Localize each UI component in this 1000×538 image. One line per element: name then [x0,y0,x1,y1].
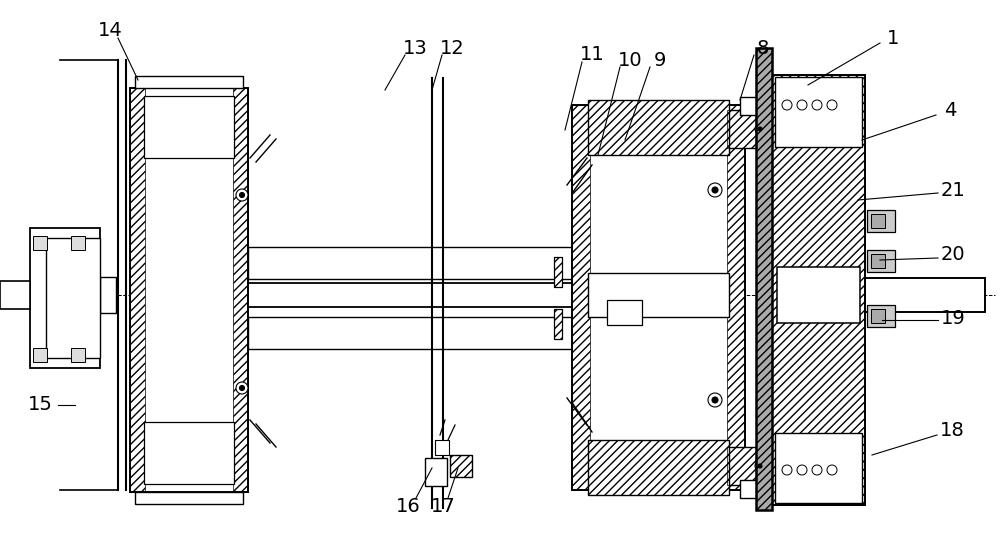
Bar [727,110,756,148]
Circle shape [240,193,244,197]
Bar [30,228,100,368]
Bar [727,447,756,485]
Bar [727,110,756,148]
Bar [100,277,116,313]
Text: 10: 10 [618,51,642,69]
Bar [865,278,985,312]
Circle shape [827,465,837,475]
Bar [772,75,865,505]
Circle shape [827,100,837,110]
Bar [572,105,745,490]
Circle shape [755,461,765,471]
Text: 16: 16 [396,497,420,515]
Bar [867,210,895,232]
Bar [46,238,100,358]
Circle shape [240,386,244,391]
Circle shape [755,124,765,134]
Circle shape [708,393,722,407]
Circle shape [812,100,822,110]
Circle shape [758,127,762,131]
Circle shape [758,464,762,468]
Bar [0,281,30,309]
Text: 21: 21 [941,181,965,200]
Bar [867,250,895,272]
Bar [588,100,729,155]
Bar [775,77,862,147]
Bar [871,309,885,323]
Bar [554,257,562,287]
Bar [777,267,860,323]
Text: 20: 20 [941,245,965,265]
Text: 19: 19 [941,308,965,328]
Circle shape [712,187,718,193]
Bar [554,309,562,339]
Circle shape [797,465,807,475]
Bar [435,440,449,455]
Bar [740,480,758,498]
Bar [588,440,729,495]
Bar [588,440,729,495]
Bar [144,96,234,158]
Bar [135,76,243,88]
Circle shape [708,183,722,197]
Text: 14: 14 [98,20,122,39]
Text: 17: 17 [431,497,455,515]
Bar [772,75,865,505]
Bar [740,97,758,115]
Circle shape [812,465,822,475]
Bar [248,247,655,279]
Bar [554,257,562,287]
Bar [588,273,729,317]
Bar [727,447,756,485]
Text: 8: 8 [757,39,769,58]
Bar [554,309,562,339]
Bar [33,236,47,250]
Text: 9: 9 [654,51,666,69]
Bar [71,348,85,362]
Bar [248,283,655,307]
Bar [871,254,885,268]
Text: 1: 1 [887,29,899,47]
Bar [871,214,885,228]
Text: 15: 15 [28,395,52,414]
Bar [135,492,243,504]
Circle shape [712,397,718,403]
Text: 4: 4 [944,101,956,119]
Text: 11: 11 [580,46,604,65]
Circle shape [782,100,792,110]
Bar [756,48,772,510]
Bar [233,88,248,492]
Bar [607,300,642,325]
Bar [33,348,47,362]
Bar [867,305,895,327]
Bar [756,48,772,510]
Bar [130,88,248,492]
Text: 13: 13 [403,39,427,58]
Bar [450,455,472,477]
Text: 12: 12 [440,39,464,58]
Bar [727,105,745,490]
Bar [572,105,590,490]
Bar [130,88,145,492]
Bar [775,433,862,503]
Bar [450,455,472,477]
Bar [425,458,447,486]
Circle shape [236,382,248,394]
Bar [71,236,85,250]
Bar [144,422,234,484]
Text: 18: 18 [940,421,964,440]
Circle shape [797,100,807,110]
Bar [588,100,729,155]
Circle shape [236,189,248,201]
Bar [248,317,655,349]
Circle shape [782,465,792,475]
